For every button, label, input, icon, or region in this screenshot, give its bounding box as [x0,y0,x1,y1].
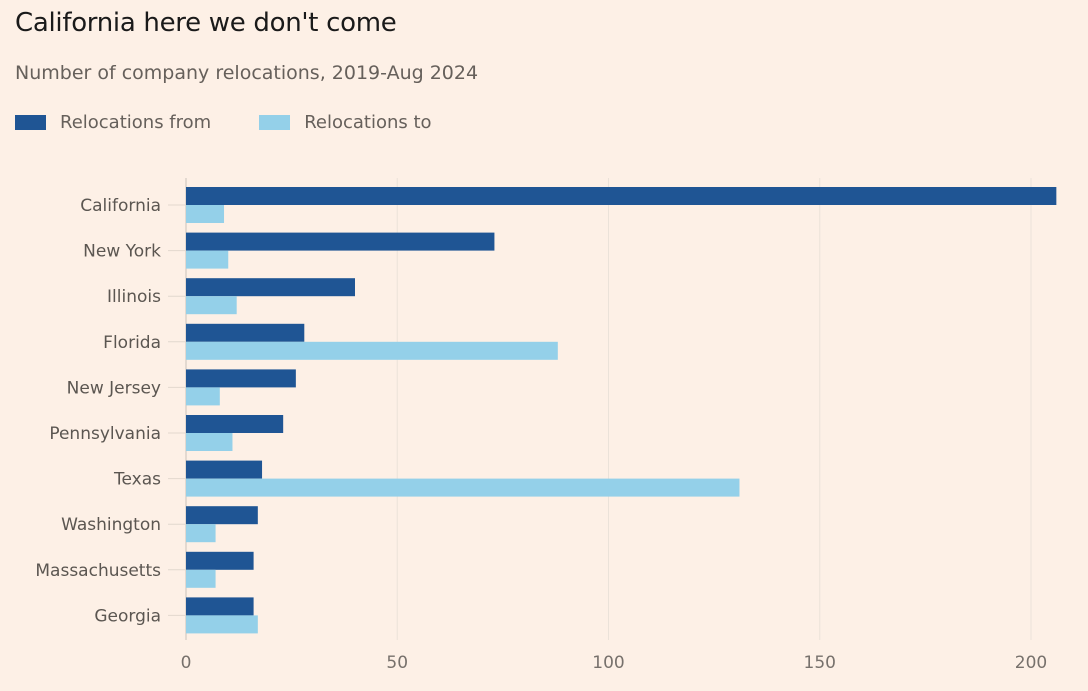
legend-swatch-from [15,115,46,130]
category-label-texas: Texas [113,470,161,490]
x-tick-label: 150 [804,653,836,673]
x-tick-label: 50 [386,653,408,673]
bar-from-massachusetts [186,551,254,570]
category-label-pennsylvania: Pennsylvania [49,424,161,444]
bar-to-new-jersey [186,387,220,406]
bar-from-new-jersey [186,369,296,388]
bar-to-texas [186,478,740,497]
legend-label-to: Relocations to [304,112,432,133]
bar-to-massachusetts [186,569,216,588]
category-label-illinois: Illinois [107,287,161,307]
bar-to-washington [186,524,216,543]
category-label-new-york: New York [83,242,161,262]
gridlines [168,178,1032,640]
category-label-massachusetts: Massachusetts [35,561,161,581]
category-labels: California New York Illinois Florida New Jer… [35,196,161,626]
bar-to-pennsylvania [186,433,233,451]
bar-from-georgia [186,597,254,616]
x-tick-label: 100 [592,653,624,673]
legend-item-to: Relocations to [259,112,432,133]
category-label-florida: Florida [103,333,161,353]
chart-subtitle: Number of company relocations, 2019-Aug … [15,62,479,84]
category-label-new-jersey: New Jersey [67,378,161,398]
bar-to-florida [186,341,558,360]
bars [186,187,1057,634]
bar-from-california [186,187,1057,205]
bar-to-california [186,205,225,223]
bar-from-pennsylvania [186,415,284,433]
legend-label-from: Relocations from [60,112,212,133]
category-label-washington: Washington [61,515,161,535]
bar-to-georgia [186,615,258,634]
bar-from-illinois [186,278,355,297]
bar-from-texas [186,460,263,479]
bar-from-florida [186,323,305,342]
bar-to-illinois [186,296,237,315]
bar-from-new-york [186,232,495,251]
category-label-california: California [80,196,161,216]
bar-from-washington [186,506,258,525]
legend-swatch-to [259,115,291,130]
legend: Relocations from Relocations to [15,112,480,133]
category-label-georgia: Georgia [94,606,161,626]
x-tick-label: 200 [1015,653,1047,673]
bar-to-new-york [186,250,229,269]
legend-item-from: Relocations from [15,112,211,133]
chart-title: California here we don't come [15,8,397,38]
x-axis-ticks: 0 50 100 150 200 [181,653,1048,673]
x-tick-label: 0 [181,653,192,673]
